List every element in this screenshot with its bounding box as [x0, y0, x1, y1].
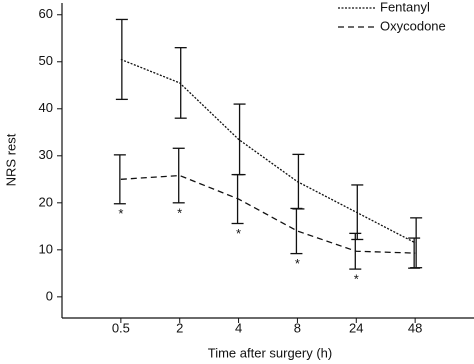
y-tick-label: 0: [46, 288, 53, 303]
error-bar: [233, 103, 246, 176]
error-bar: [408, 237, 421, 269]
error-bar: [290, 207, 303, 255]
error-bar: [172, 147, 185, 204]
y-tick-label: 60: [39, 6, 53, 21]
series-line: [120, 174, 416, 254]
legend-label: Fentanyl: [380, 0, 430, 14]
y-tick-label: 20: [39, 194, 53, 209]
significance-mark: *: [118, 206, 123, 221]
significance-mark: *: [177, 205, 182, 220]
y-tick-label: 50: [39, 53, 53, 68]
y-tick-label: 10: [39, 241, 53, 256]
significance-mark: *: [236, 226, 241, 241]
x-tick-label: 2: [176, 320, 183, 335]
x-tick-label: 48: [408, 320, 422, 335]
x-tick-label: 0.5: [112, 320, 130, 335]
error-bar: [292, 153, 305, 210]
series-line: [120, 58, 416, 244]
y-tick-label: 30: [39, 147, 53, 162]
legend-label: Oxycodone: [380, 18, 446, 33]
error-bar: [351, 184, 364, 241]
x-tick-label: 8: [294, 320, 301, 335]
x-axis-label: Time after surgery (h): [208, 345, 333, 360]
error-bar: [174, 47, 187, 119]
x-tick-label: 24: [349, 320, 363, 335]
error-bar: [410, 217, 423, 269]
significance-mark: *: [295, 256, 300, 271]
error-bar: [115, 18, 128, 101]
error-bar: [231, 173, 244, 225]
x-tick-label: 4: [235, 320, 242, 335]
error-bar: [349, 232, 362, 270]
significance-mark: *: [354, 272, 359, 287]
error-bar: [113, 154, 126, 205]
y-tick-label: 40: [39, 100, 53, 115]
y-axis-label: NRS rest: [3, 133, 18, 186]
